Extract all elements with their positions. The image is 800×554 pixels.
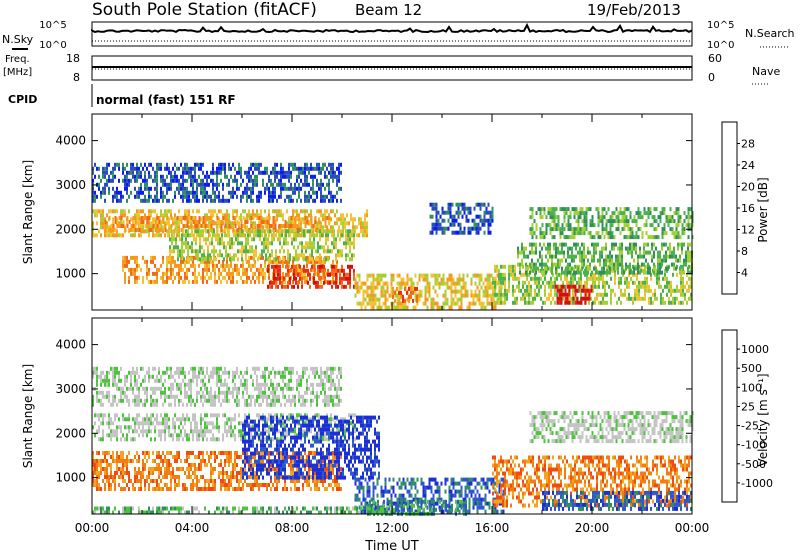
scatter-region <box>92 162 342 203</box>
y-tick-label: 3000 <box>55 382 86 396</box>
y-tick-label: 3000 <box>55 178 86 192</box>
colorbar-tick: 500 <box>741 362 762 375</box>
power-colorbar-label: Power [dB] <box>756 177 770 242</box>
colorbar-tick: 12 <box>741 224 755 237</box>
colorbar-tick: -25 <box>741 420 759 433</box>
freq-label-top: Freq. <box>5 54 30 65</box>
colorbar-tick: 25 <box>741 400 755 413</box>
y-tick-label: 1000 <box>55 267 86 281</box>
freq-tick-top: 18 <box>66 52 80 65</box>
scatter-region <box>242 415 380 480</box>
velocity-ylabel: Slant Range [km] <box>21 364 35 468</box>
noise-right-tick-top: 10^5 <box>707 20 734 31</box>
noise-left-tick-top: 10^5 <box>39 20 66 31</box>
y-tick-label: 4000 <box>55 134 86 148</box>
y-tick-label: 1000 <box>55 471 86 485</box>
colorbar-tick: 4 <box>741 267 748 280</box>
colorbar-tick: 100 <box>741 381 762 394</box>
y-tick-label: 2000 <box>55 426 86 440</box>
x-tick-label: 16:00 <box>475 521 510 535</box>
y-tick-label: 4000 <box>55 338 86 352</box>
scatter-region <box>267 264 355 289</box>
velocity-panel: 1000 2000 3000 4000 00:00 04:00 08:00 12:00 16:… <box>21 317 773 554</box>
scatter-region <box>529 207 694 240</box>
scatter-region <box>92 506 392 515</box>
colorbar-tick: 8 <box>741 245 748 258</box>
colorbar-tick: 24 <box>741 159 755 172</box>
cpid-value: normal (fast) 151 RF <box>96 93 236 107</box>
noise-panel: N.Sky 10^5 10^0 10^5 10^0 N.Search <box>2 20 795 51</box>
y-tick-label: 2000 <box>55 222 86 236</box>
power-ylabel: Slant Range [km] <box>21 160 35 264</box>
scatter-region <box>167 229 355 262</box>
colorbar-tick: -100 <box>741 439 766 452</box>
freq-panel: Freq. [MHz] 18 8 60 0 Nave <box>3 52 780 85</box>
nave-label: Nave <box>752 65 780 78</box>
scatter-region <box>554 284 593 305</box>
x-tick-label: 00:00 <box>75 521 110 535</box>
freq-label-bottom: [MHz] <box>3 67 32 78</box>
x-tick-label: 04:00 <box>175 521 210 535</box>
colorbar-tick: -1000 <box>741 477 773 490</box>
nave-tick-top: 60 <box>708 52 722 65</box>
cpid-label: CPID <box>8 93 37 106</box>
power-panel: 1000 2000 3000 4000 Slant Range [km] 4 8 12 16… <box>21 113 770 311</box>
x-tick-label: 08:00 <box>275 521 310 535</box>
station-title: South Pole Station (fitACF) <box>92 0 317 20</box>
scatter-region <box>392 286 418 303</box>
velocity-colorbar-label: Velocity [m s⁻¹] <box>756 373 770 466</box>
scatter-region <box>92 451 342 491</box>
scatter-region <box>529 411 694 444</box>
scatter-region <box>542 490 692 511</box>
scatter-region <box>92 366 342 407</box>
scatter-region <box>354 273 505 310</box>
noise-right-tick-bottom: 10^0 <box>707 40 734 51</box>
scatter-region <box>517 242 693 275</box>
colorbar-tick: 28 <box>741 138 755 151</box>
freq-tick-bottom: 8 <box>73 71 80 84</box>
x-tick-label: 12:00 <box>375 521 410 535</box>
colorbar-tick: -500 <box>741 458 766 471</box>
beam-label: Beam 12 <box>355 1 422 19</box>
scatter-region <box>492 455 692 508</box>
colorbar-tick: 20 <box>741 181 755 194</box>
nave-tick-bottom: 0 <box>708 71 715 84</box>
x-tick-label: 00:00 <box>675 521 710 535</box>
scatter-region <box>429 202 494 235</box>
colorbar-tick: 16 <box>741 202 755 215</box>
time-xlabel: Time UT <box>364 539 418 554</box>
cpid-panel: CPID normal (fast) 151 RF <box>8 84 236 107</box>
date-label: 19/Feb/2013 <box>587 1 681 19</box>
nsky-label: N.Sky <box>2 33 34 46</box>
noise-left-tick-bottom: 10^0 <box>39 40 66 51</box>
colorbar-tick: 1000 <box>741 343 769 356</box>
x-tick-label: 20:00 <box>575 521 610 535</box>
nsearch-label: N.Search <box>745 27 795 40</box>
